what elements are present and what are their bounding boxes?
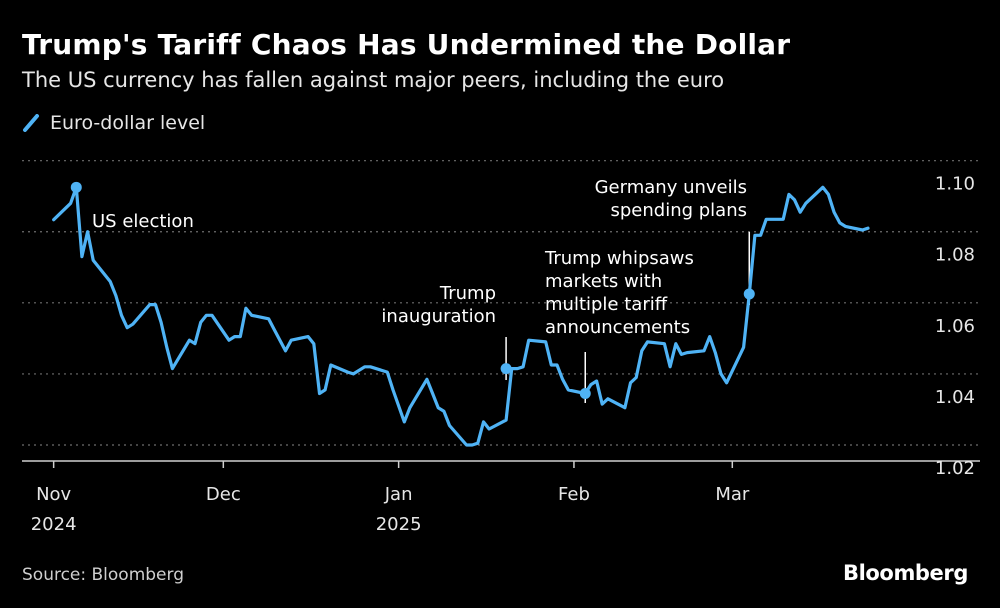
annotation-label: announcements: [545, 317, 690, 338]
annotation-marker: [500, 363, 512, 375]
annotation-label: Trump whipsaws: [544, 248, 694, 269]
annotation-marker: [579, 387, 591, 399]
legend-line-icon: [23, 114, 39, 132]
annotation-label: inauguration: [381, 306, 496, 327]
chart-subtitle: The US currency has fallen against major…: [22, 68, 725, 92]
y-tick-label: 1.10: [935, 174, 975, 195]
legend-label: Euro-dollar level: [50, 112, 206, 134]
source-note: Source: Bloomberg: [22, 565, 184, 585]
x-tick-label: Feb: [558, 484, 590, 505]
annotation-label: multiple tariff: [545, 294, 668, 315]
legend: Euro-dollar level: [22, 112, 205, 134]
y-tick-label: 1.02: [935, 458, 975, 479]
annotation-label: markets with: [545, 271, 662, 292]
x-axis: Nov 2024 Dec Jan 2025 Feb Mar: [22, 460, 980, 535]
annotation-marker: [70, 181, 82, 193]
series: [52, 185, 870, 447]
y-tick-label: 1.06: [935, 316, 975, 337]
annotation-label: US election: [92, 211, 194, 232]
bloomberg-logo: Bloomberg: [842, 561, 968, 585]
y-tick-label: 1.08: [935, 245, 975, 266]
annotation-label: spending plans: [610, 200, 747, 221]
x-tick-label: Dec: [206, 484, 241, 505]
x-tick-label: Jan: [384, 484, 413, 505]
annotation-marker: [743, 288, 755, 300]
x-tick-label: Nov: [36, 484, 71, 505]
annotation-label: Germany unveils: [595, 177, 747, 198]
chart-title: Trump's Tariff Chaos Has Undermined the …: [22, 28, 791, 61]
y-tick-label: 1.04: [935, 387, 975, 408]
y-axis: 1.10 1.08 1.06 1.04 1.02: [935, 174, 975, 479]
x-tick-label: 2024: [31, 514, 77, 535]
annotation-label: Trump: [439, 283, 496, 304]
grid: [22, 160, 980, 446]
series-line-euro-dollar: [52, 185, 870, 447]
x-tick-label: Mar: [715, 484, 750, 505]
x-tick-label: 2025: [376, 514, 422, 535]
